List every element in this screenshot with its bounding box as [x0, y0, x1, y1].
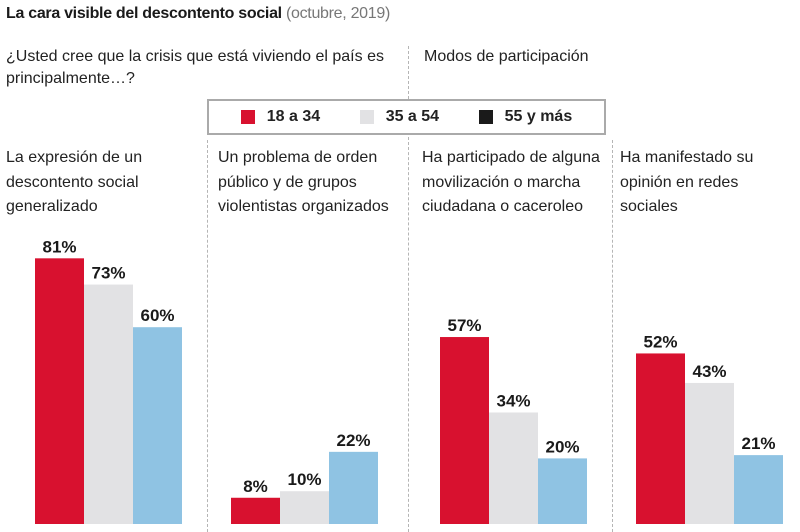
- bar-group1-series2: [84, 284, 133, 524]
- legend-swatch-18-34: [240, 110, 255, 124]
- bar-value-label: 81%: [42, 237, 76, 256]
- bar-value-label: 20%: [545, 437, 579, 456]
- bar-group1-series1: [35, 258, 84, 524]
- bar-value-label: 73%: [91, 264, 125, 283]
- legend-swatch-35-54: [359, 110, 374, 124]
- bar-group4-series2: [685, 382, 734, 524]
- legend-label-18-34: 18 a 34: [266, 108, 321, 125]
- group-label-orden-publico: Un problema de orden público y de grupos…: [218, 149, 389, 215]
- bar-value-label: 43%: [692, 362, 726, 381]
- panel-divider-3: [612, 140, 613, 532]
- chart-title: La cara visible del descontento social (…: [6, 5, 390, 23]
- bar-group4-series1: [636, 353, 685, 524]
- group-label-movilizacion: Ha participado de alguna movilización o …: [422, 149, 600, 215]
- bar-value-label: 10%: [287, 470, 321, 489]
- title-main: La cara visible del descontento social: [6, 5, 282, 22]
- panel-divider-1: [207, 140, 208, 532]
- legend-label-35-54: 35 a 54: [385, 108, 440, 125]
- group-label-descontento: La expresión de un descontento social ge…: [6, 149, 143, 215]
- title-date: (octubre, 2019): [285, 5, 390, 22]
- legend-item-18-34: 18 a 34: [240, 108, 321, 126]
- section-divider: [408, 137, 409, 532]
- group-label-redes-sociales: Ha manifestado su opinión en redes socia…: [620, 149, 754, 215]
- bar-value-label: 34%: [496, 391, 530, 410]
- legend-item-55-mas: 55 y más: [478, 108, 573, 126]
- legend: 18 a 34 35 a 54 55 y más: [207, 99, 606, 135]
- bar-value-label: 60%: [140, 306, 174, 325]
- bar-group1-series3: [133, 327, 182, 524]
- bar-value-label: 8%: [243, 477, 268, 496]
- bar-group3-series2: [489, 412, 538, 524]
- bar-value-label: 52%: [643, 332, 677, 351]
- bar-group2-series1: [231, 497, 280, 524]
- legend-item-35-54: 35 a 54: [359, 108, 440, 126]
- legend-label-55-mas: 55 y más: [504, 108, 573, 125]
- bar-group4-series3: [734, 455, 783, 524]
- section-participation-modes: Modos de participación: [424, 48, 589, 65]
- legend-swatch-55-mas: [478, 110, 493, 124]
- bar-group3-series1: [440, 337, 489, 524]
- bar-group3-series3: [538, 458, 587, 524]
- bar-value-label: 57%: [447, 316, 481, 335]
- section-divider-top: [408, 46, 409, 99]
- bar-group2-series3: [329, 451, 378, 524]
- bar-value-label: 21%: [741, 434, 775, 453]
- bar-group2-series2: [280, 491, 329, 524]
- section-question-crisis: ¿Usted cree que la crisis que está vivie…: [6, 48, 384, 87]
- bar-value-label: 22%: [336, 431, 370, 450]
